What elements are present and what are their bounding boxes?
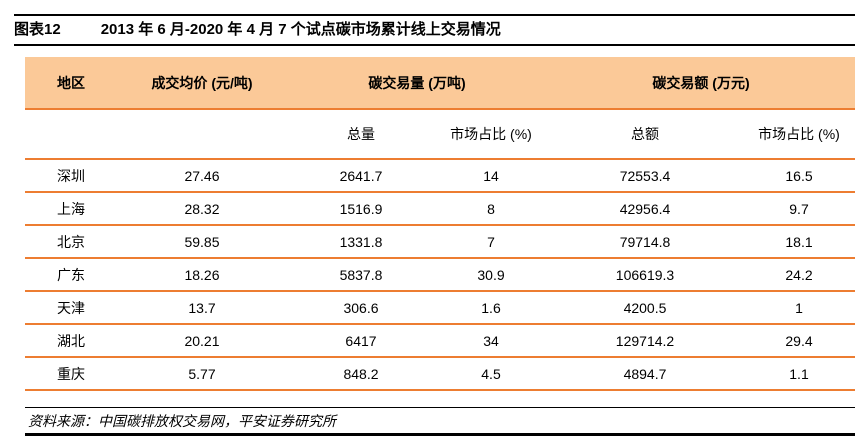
table-row-beijing: 北京 59.85 1331.8 7 79714.8 18.1 — [25, 225, 855, 259]
cell-volume-share: 7 — [435, 225, 547, 259]
figure-label: 图表12 — [14, 21, 61, 38]
source-note: 资料来源：中国碳排放权交易网，平安证券研究所 — [28, 413, 336, 429]
header-volume-group: 碳交易量 (万吨) — [287, 57, 547, 110]
table-row-chongqing: 重庆 5.77 848.2 4.5 4894.7 1.1 — [25, 357, 855, 391]
cell-amount: 79714.8 — [547, 225, 743, 259]
cell-region: 天津 — [25, 291, 117, 325]
header-avg-price: 成交均价 (元/吨) — [117, 57, 287, 110]
cell-avg-price: 27.46 — [117, 159, 287, 193]
subheader-total-amount: 总额 — [547, 109, 743, 160]
cell-amount: 4894.7 — [547, 357, 743, 391]
cell-volume-share: 1.6 — [435, 291, 547, 325]
table-row-guangdong: 广东 18.26 5837.8 30.9 106619.3 24.2 — [25, 258, 855, 292]
cell-amount-share: 29.4 — [743, 324, 855, 358]
table-row-shenzhen: 深圳 27.46 2641.7 14 72553.4 16.5 — [25, 159, 855, 193]
cell-amount-share: 1 — [743, 291, 855, 325]
table-subheader-row: 总量 市场占比 (%) 总额 市场占比 (%) — [25, 109, 855, 160]
source-divider-rule — [25, 407, 855, 408]
cell-amount: 72553.4 — [547, 159, 743, 193]
cell-volume: 848.2 — [287, 357, 435, 391]
header-amount-group: 碳交易额 (万元) — [547, 57, 855, 110]
cell-amount: 42956.4 — [547, 192, 743, 226]
figure-caption: 图表12 2013 年 6 月-2020 年 4 月 7 个试点碳市场累计线上交… — [14, 20, 855, 40]
bottom-rule — [25, 433, 855, 436]
cell-volume: 5837.8 — [287, 258, 435, 292]
cell-volume: 1516.9 — [287, 192, 435, 226]
cell-region: 深圳 — [25, 159, 117, 193]
cell-amount-share: 24.2 — [743, 258, 855, 292]
cell-volume-share: 4.5 — [435, 357, 547, 391]
cell-avg-price: 5.77 — [117, 357, 287, 391]
caption-underline-rule — [14, 44, 855, 46]
cell-region: 北京 — [25, 225, 117, 259]
cell-amount: 106619.3 — [547, 258, 743, 292]
cell-volume: 2641.7 — [287, 159, 435, 193]
table-row-tianjin: 天津 13.7 306.6 1.6 4200.5 1 — [25, 291, 855, 325]
cell-volume: 1331.8 — [287, 225, 435, 259]
cell-volume: 6417 — [287, 324, 435, 358]
subheader-amount-share: 市场占比 (%) — [743, 109, 855, 160]
cell-amount-share: 18.1 — [743, 225, 855, 259]
carbon-market-table: 地区 成交均价 (元/吨) 碳交易量 (万吨) 碳交易额 (万元) 总量 市场占… — [25, 57, 855, 391]
cell-amount: 129714.2 — [547, 324, 743, 358]
cell-amount-share: 16.5 — [743, 159, 855, 193]
cell-avg-price: 20.21 — [117, 324, 287, 358]
cell-avg-price: 28.32 — [117, 192, 287, 226]
cell-volume-share: 8 — [435, 192, 547, 226]
cell-avg-price: 59.85 — [117, 225, 287, 259]
header-region: 地区 — [25, 57, 117, 110]
cell-amount-share: 9.7 — [743, 192, 855, 226]
cell-region: 湖北 — [25, 324, 117, 358]
top-rule — [14, 14, 855, 16]
cell-region: 重庆 — [25, 357, 117, 391]
cell-amount-share: 1.1 — [743, 357, 855, 391]
cell-avg-price: 13.7 — [117, 291, 287, 325]
figure-title: 2013 年 6 月-2020 年 4 月 7 个试点碳市场累计线上交易情况 — [100, 21, 501, 38]
cell-volume-share: 14 — [435, 159, 547, 193]
cell-avg-price: 18.26 — [117, 258, 287, 292]
subheader-empty-price — [117, 109, 287, 160]
cell-volume: 306.6 — [287, 291, 435, 325]
cell-volume-share: 34 — [435, 324, 547, 358]
cell-volume-share: 30.9 — [435, 258, 547, 292]
table-row-shanghai: 上海 28.32 1516.9 8 42956.4 9.7 — [25, 192, 855, 226]
subheader-empty-region — [25, 109, 117, 160]
table-row-hubei: 湖北 20.21 6417 34 129714.2 29.4 — [25, 324, 855, 358]
cell-amount: 4200.5 — [547, 291, 743, 325]
subheader-total-volume: 总量 — [287, 109, 435, 160]
table-header-row: 地区 成交均价 (元/吨) 碳交易量 (万吨) 碳交易额 (万元) — [25, 57, 855, 110]
cell-region: 广东 — [25, 258, 117, 292]
cell-region: 上海 — [25, 192, 117, 226]
subheader-volume-share: 市场占比 (%) — [435, 109, 547, 160]
